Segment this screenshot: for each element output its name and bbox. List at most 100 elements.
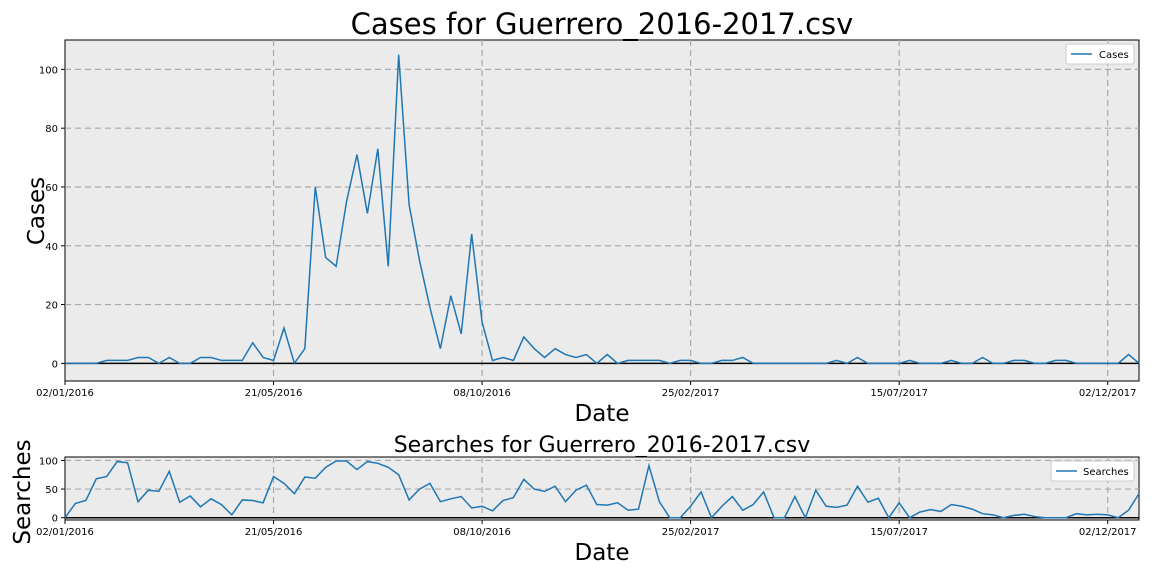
data-point [939, 362, 942, 365]
data-point [64, 517, 66, 519]
searches-grid [65, 457, 1139, 520]
x-tick-label: 25/02/2017 [662, 388, 720, 399]
cases-series-line [65, 54, 1140, 366]
data-point [648, 359, 651, 362]
data-point [835, 506, 837, 508]
data-point [126, 359, 129, 362]
cases-legend-label: Cases [1099, 50, 1129, 61]
data-point [470, 233, 473, 236]
data-point [856, 356, 859, 359]
searches-legend-label: Searches [1083, 467, 1129, 478]
data-point [502, 356, 505, 359]
data-point [470, 507, 472, 509]
data-point [272, 359, 275, 362]
searches-y-axis-label: Searches [10, 439, 36, 544]
data-point [335, 265, 338, 268]
data-point [387, 466, 389, 468]
data-point [460, 495, 462, 497]
data-point [658, 500, 660, 502]
data-point [85, 499, 87, 501]
data-point [366, 212, 369, 215]
cases-chart: 02/01/2016 21/05/2016 08/10/2016 25/02/2017… [24, 7, 1140, 427]
data-point [377, 462, 379, 464]
data-point [1075, 362, 1078, 365]
data-point [74, 502, 76, 504]
x-tick-label: 02/12/2017 [1079, 527, 1137, 538]
data-point [731, 359, 734, 362]
data-point [408, 203, 411, 206]
cases-y-axis-label: Cases [24, 177, 50, 245]
data-point [1096, 362, 1099, 365]
data-point [64, 362, 67, 365]
data-point [1096, 513, 1098, 515]
data-point [742, 509, 744, 511]
data-point [262, 502, 264, 504]
data-point [679, 359, 682, 362]
cases-plot-area [64, 39, 1140, 382]
y-tick-label: 40 [45, 242, 58, 253]
data-point [491, 359, 494, 362]
data-point [898, 502, 900, 504]
searches-legend: Searches [1050, 460, 1135, 482]
data-point [919, 362, 922, 365]
x-tick-label: 21/05/2016 [245, 527, 303, 538]
data-point [210, 498, 212, 500]
data-point [126, 462, 128, 464]
data-point [637, 508, 639, 510]
data-point [220, 359, 223, 362]
data-point [950, 359, 953, 362]
y-tick-label: 60 [45, 183, 58, 194]
data-point [575, 489, 577, 491]
data-point [1002, 362, 1005, 365]
data-point [825, 505, 827, 507]
data-point [950, 503, 952, 505]
data-point [940, 510, 942, 512]
data-point [220, 503, 222, 505]
data-point [992, 514, 994, 516]
data-point [919, 511, 921, 513]
data-point [1013, 514, 1015, 516]
data-point [866, 362, 869, 365]
searches-chart: 02/01/2016 21/05/2016 08/10/2016 25/02/2017… [10, 433, 1140, 566]
data-point [345, 200, 348, 203]
data-point [1127, 509, 1129, 511]
y-tick-label: 50 [45, 485, 58, 496]
data-point [543, 490, 545, 492]
data-point [116, 359, 119, 362]
data-point [887, 362, 890, 365]
data-point [95, 478, 97, 480]
data-point [846, 362, 849, 365]
data-point [1065, 517, 1067, 519]
data-point [981, 356, 984, 359]
data-point [241, 499, 243, 501]
data-point [971, 508, 973, 510]
data-point [814, 362, 817, 365]
data-point [449, 294, 452, 297]
data-point [960, 362, 963, 365]
data-point [856, 485, 858, 487]
data-point [961, 505, 963, 507]
data-point [262, 356, 265, 359]
cases-ticks: 02/01/2016 21/05/2016 08/10/2016 25/02/2017… [36, 65, 1136, 399]
data-point [314, 477, 316, 479]
data-point [585, 484, 587, 486]
data-point [627, 359, 630, 362]
data-point [387, 265, 390, 268]
data-point [356, 153, 359, 156]
data-point [376, 147, 379, 150]
data-point [408, 499, 410, 501]
data-point [554, 347, 557, 350]
data-point [116, 460, 118, 462]
cases-x-axis-label: Date [575, 401, 630, 427]
data-point [1086, 514, 1088, 516]
data-point [1034, 515, 1036, 517]
y-tick-label: 100 [39, 456, 58, 467]
data-point [595, 362, 598, 365]
y-tick-label: 0 [52, 359, 58, 370]
data-point [314, 186, 317, 189]
x-tick-label: 25/02/2017 [662, 527, 720, 538]
data-point [804, 517, 806, 519]
data-point [783, 517, 785, 519]
data-point [512, 496, 514, 498]
